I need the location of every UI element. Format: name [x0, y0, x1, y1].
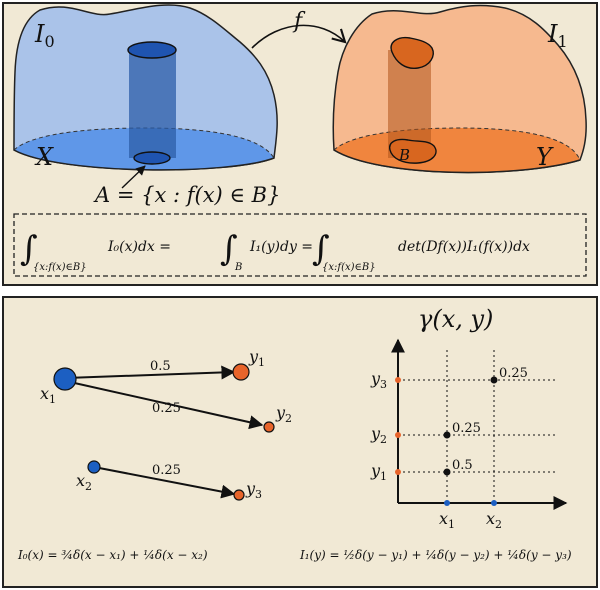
tick-label-x2: x2 — [486, 509, 502, 531]
edge-x1-y1 — [65, 365, 236, 380]
target-domain-label: Y — [536, 143, 554, 171]
coupling-value-x1-y2: 0.25 — [452, 421, 481, 436]
tick-dot-y3 — [395, 377, 401, 383]
edge-weight-x2-y3: 0.25 — [152, 463, 181, 478]
target-density-formula: I₁(y) = ½δ(y − y₁) + ¼δ(y − y₂) + ¼δ(y −… — [299, 548, 572, 562]
coupling-value-x1-y1: 0.5 — [452, 458, 473, 473]
tick-label-y1: y1 — [370, 461, 387, 483]
tick-dot-y1 — [395, 469, 401, 475]
preimage-cylinder — [129, 50, 176, 158]
coupling-point-x1-y2 — [443, 431, 451, 439]
coupling-title: γ(x, y) — [418, 305, 493, 333]
cylinder-top — [390, 36, 434, 69]
equation-term-1: I₀(x)dx = — [107, 239, 171, 255]
equation-term-3: det(Df(x))I₁(f(x))dx — [398, 239, 530, 255]
tick-dot-x2 — [491, 500, 497, 506]
tick-label-y3: y3 — [370, 369, 387, 391]
source-density-formula: I₀(x) = ¾δ(x − x₁) + ¼δ(x − x₂) — [17, 548, 208, 562]
map-arrow — [251, 24, 347, 49]
integral-domain-3: {x:f(x)∈B} — [322, 262, 376, 273]
cylinder-top — [127, 41, 177, 59]
node-y3 — [233, 489, 245, 501]
node-x2 — [87, 460, 101, 474]
coupling-value-x2-y3: 0.25 — [499, 366, 528, 381]
edge-weight-x1-y1: 0.5 — [150, 359, 171, 374]
integral-domain-2: B — [234, 262, 242, 273]
equation-term-2: I₁(y)dy = — [249, 239, 313, 255]
set-A-region — [133, 151, 171, 165]
bottom-panel: 0.5 0.25 0.25 x1 x2 y1 y2 y3 γ(x, y) — [2, 296, 598, 588]
edge-x1-y2 — [69, 381, 264, 430]
source-density-shape: I0 X — [13, 4, 278, 171]
integral-sign-2: ∫ — [220, 229, 238, 269]
integral-sign-3: ∫ — [312, 229, 330, 269]
set-B-label: B — [398, 146, 410, 164]
preimage-label: A = {x : f(x) ∈ B} — [93, 183, 280, 207]
node-y2 — [263, 421, 275, 433]
tick-dot-x1 — [444, 500, 450, 506]
node-label-y2: y2 — [275, 403, 292, 425]
edge-x2-y3 — [93, 466, 236, 499]
integral-domain-1: {x:f(x)∈B} — [33, 262, 87, 273]
node-label-y3: y3 — [245, 479, 262, 501]
domain-label: X — [34, 143, 54, 171]
equation-box — [13, 213, 587, 277]
node-label-x1: x1 — [40, 384, 56, 406]
node-label-y1: y1 — [248, 347, 265, 369]
target-density-shape: B I1 Y — [332, 4, 587, 174]
integral-sign-1: ∫ — [20, 229, 38, 269]
target-label: I1 — [547, 20, 568, 51]
coupling-plot: γ(x, y) y3 y2 y1 x1 x2 — [370, 305, 568, 531]
coupling-point-x1-y1 — [443, 468, 451, 476]
bottom-panel-frame — [2, 296, 598, 588]
tick-label-x1: x1 — [439, 509, 455, 531]
top-panel: I0 X f B I1 Y A = {x : f(x) ∈ B} ∫ {x:f(… — [2, 2, 598, 286]
set-B-region — [389, 138, 437, 164]
edge-weight-x1-y2: 0.25 — [152, 401, 181, 416]
preimage-pointer — [121, 165, 146, 189]
blob-base-outline — [333, 149, 581, 174]
tick-dot-y2 — [395, 432, 401, 438]
node-y1 — [232, 363, 250, 381]
source-label: I0 — [34, 20, 55, 51]
tick-label-y2: y2 — [370, 424, 387, 446]
change-of-variables-equation: ∫ {x:f(x)∈B} I₀(x)dx = ∫ B I₁(y)dy = ∫ {… — [20, 229, 530, 273]
node-label-x2: x2 — [76, 471, 92, 493]
node-x1 — [53, 367, 77, 391]
blob-base-rim — [333, 127, 581, 161]
coupling-point-x2-y3 — [490, 376, 498, 384]
